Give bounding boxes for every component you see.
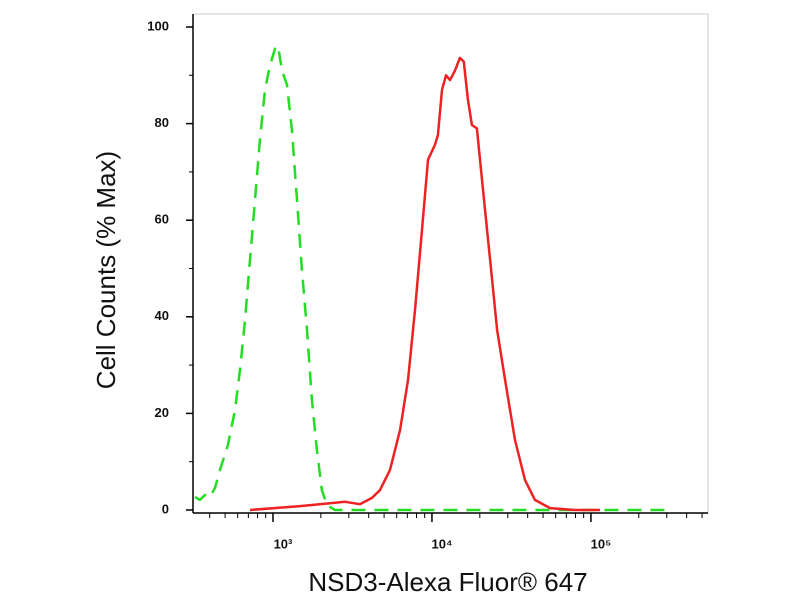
x-axis-title: NSD3-Alexa Fluor® 647 (308, 567, 587, 597)
y-axis-title: Cell Counts (% Max) (91, 151, 121, 389)
x-tick-label: 10⁴ (432, 536, 453, 551)
y-tick-label: 100 (147, 18, 169, 33)
y-tick-label: 40 (155, 308, 169, 323)
line-series (249, 56, 600, 512)
y-tick-label: 60 (155, 212, 169, 227)
y-tick-label: 20 (155, 405, 169, 420)
line-series (194, 44, 667, 512)
x-tick-label: 10³ (274, 536, 293, 551)
y-tick-label: 0 (162, 501, 169, 516)
x-tick-label: 10⁵ (591, 536, 612, 551)
y-tick-label: 80 (155, 115, 169, 130)
